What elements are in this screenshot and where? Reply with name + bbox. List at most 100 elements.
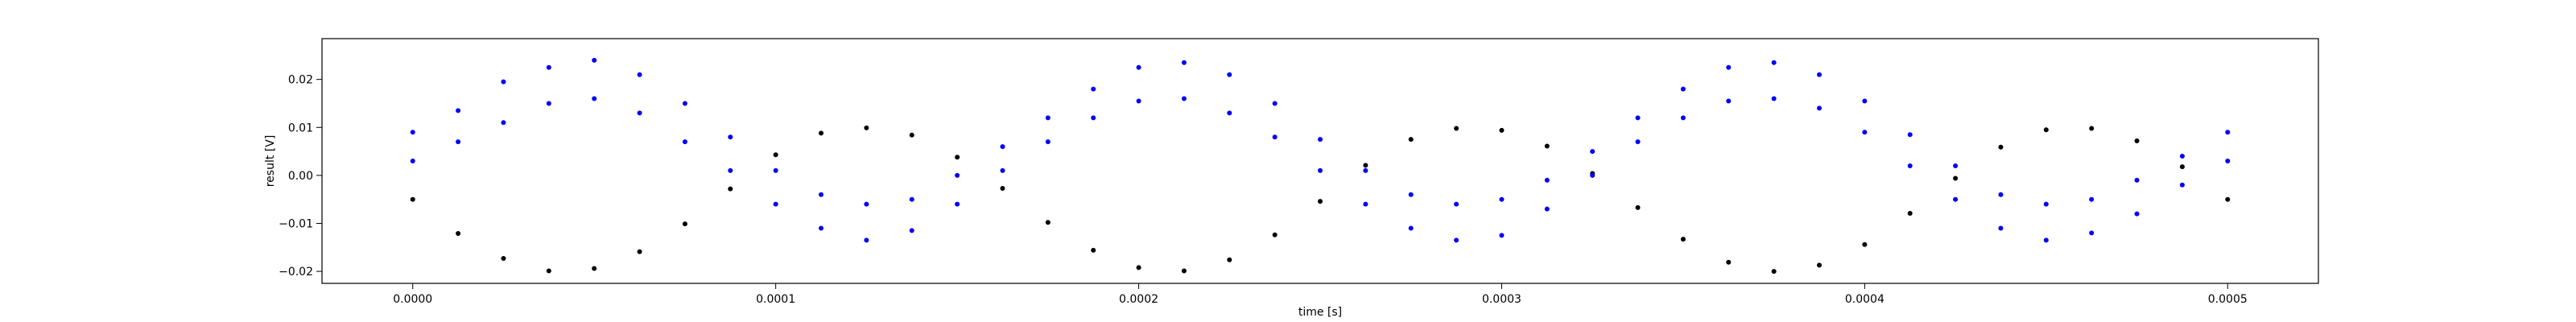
data-point: [1680, 237, 1686, 242]
y-tick-label: 0.00: [288, 170, 313, 183]
x-axis-ticks: 0.0000 0.0001 0.0002 0.0003 0.0004 0.0005: [393, 283, 2248, 306]
data-point: [1000, 185, 1005, 191]
data-point: [1499, 233, 1505, 238]
data-point: [501, 120, 506, 126]
data-point: [1227, 72, 1232, 77]
data-point: [955, 201, 960, 207]
data-point: [1454, 237, 1459, 243]
data-point: [773, 152, 778, 158]
data-point: [1635, 139, 1641, 145]
data-point: [1680, 115, 1686, 121]
data-point: [410, 159, 415, 163]
data-point: [2089, 126, 2095, 131]
y-tick-label: −0.02: [279, 266, 313, 279]
data-point: [1318, 199, 1323, 204]
data-point: [1771, 96, 1777, 101]
data-point: [1000, 167, 1005, 173]
data-point: [1318, 167, 1323, 173]
data-point: [2134, 211, 2140, 217]
data-point: [1091, 86, 1096, 92]
data-point: [1000, 144, 1005, 150]
data-point: [2043, 237, 2049, 243]
data-point: [1817, 262, 1822, 268]
data-point: [2179, 154, 2185, 159]
data-point: [2225, 130, 2231, 135]
data-point: [456, 231, 461, 237]
series-1: [410, 57, 2231, 207]
data-point: [2179, 182, 2185, 188]
data-point: [1408, 225, 1414, 231]
data-point: [501, 256, 506, 261]
x-tick-label: 0.0004: [1845, 293, 1885, 306]
data-point: [682, 139, 687, 145]
data-point: [1817, 72, 1822, 77]
x-axis-label: time [s]: [1298, 306, 1342, 319]
x-tick-label: 0.0003: [1482, 293, 1521, 306]
data-point: [456, 139, 461, 145]
data-point: [1454, 126, 1459, 131]
data-point: [1272, 134, 1278, 140]
data-point: [546, 64, 551, 70]
data-point: [1726, 64, 1732, 70]
data-point: [682, 221, 687, 227]
data-point: [1862, 130, 1868, 135]
data-point: [1862, 98, 1868, 104]
data-point: [1318, 137, 1323, 142]
data-point: [728, 186, 733, 192]
x-tick-label: 0.0005: [2208, 293, 2248, 306]
data-point: [410, 130, 415, 135]
data-point: [1499, 127, 1505, 133]
data-point: [1544, 177, 1550, 183]
data-point: [1272, 101, 1278, 106]
data-point: [1998, 144, 2004, 150]
data-point: [864, 237, 869, 243]
data-point: [1227, 110, 1232, 116]
data-point: [592, 96, 597, 101]
data-point: [1363, 163, 1368, 168]
data-point: [1817, 105, 1822, 111]
data-point: [1136, 265, 1141, 270]
data-point: [1680, 86, 1686, 92]
series-0: [410, 125, 2231, 275]
data-point: [546, 268, 551, 274]
data-point: [1771, 60, 1777, 65]
data-point: [1726, 259, 1732, 265]
data-point: [1091, 247, 1096, 253]
data-point: [1454, 201, 1459, 207]
data-point: [1136, 98, 1141, 104]
data-point: [2225, 159, 2231, 163]
data-point: [546, 101, 551, 106]
data-point: [819, 192, 824, 197]
data-point: [1045, 220, 1051, 225]
data-point: [2089, 230, 2095, 236]
y-tick-label: −0.01: [279, 217, 313, 230]
data-point: [1907, 210, 1913, 216]
y-tick-label: 0.02: [288, 74, 313, 87]
y-tick-label: 0.01: [288, 122, 313, 134]
data-point: [592, 266, 597, 271]
data-point: [1363, 201, 1368, 207]
y-axis-ticks: −0.02 −0.01 0.00 0.01 0.02: [279, 74, 322, 279]
data-point: [1363, 167, 1368, 173]
data-point: [819, 225, 824, 231]
data-point: [864, 125, 869, 130]
data-point: [728, 167, 733, 173]
data-point: [1227, 257, 1232, 262]
data-point: [1136, 64, 1141, 70]
data-point: [1635, 204, 1641, 210]
data-point: [1544, 206, 1550, 212]
data-point: [909, 228, 914, 233]
data-point: [819, 130, 824, 136]
data-point: [1181, 268, 1187, 274]
data-point: [909, 196, 914, 202]
data-point: [1953, 196, 1959, 202]
y-axis-label: result [V]: [264, 135, 277, 188]
data-point: [2089, 196, 2095, 202]
x-tick-label: 0.0000: [393, 293, 432, 306]
data-point: [955, 155, 960, 160]
data-point: [1272, 232, 1278, 237]
data-point: [909, 132, 914, 138]
data-point: [2043, 127, 2049, 133]
data-point: [1726, 98, 1732, 104]
